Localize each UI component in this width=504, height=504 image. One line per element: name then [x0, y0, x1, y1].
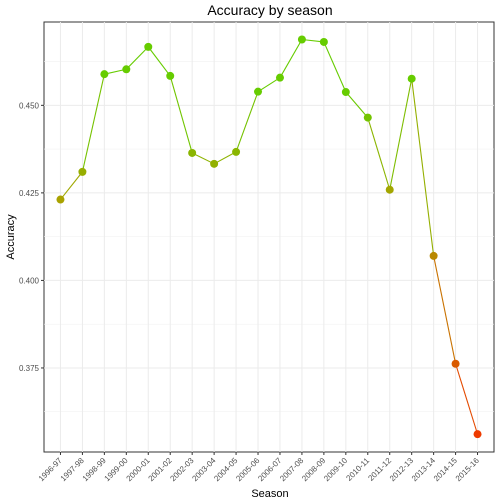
data-point [429, 251, 438, 260]
line-segment [125, 46, 149, 70]
minor-gridlines [44, 61, 494, 413]
data-point [188, 148, 197, 157]
line-segment [323, 41, 347, 93]
y-tick-label: 0.425 [19, 189, 40, 198]
data-point [341, 88, 350, 97]
line-segment [367, 117, 391, 190]
data-point [451, 359, 460, 368]
line-segment [257, 77, 281, 93]
x-tick-label: 2015-16 [454, 456, 482, 484]
data-point [100, 70, 109, 79]
y-tick-label: 0.450 [19, 101, 40, 110]
data-point [232, 147, 241, 156]
data-point [407, 74, 416, 83]
line-segment [411, 78, 435, 256]
data-point [473, 430, 482, 439]
line-segment [345, 91, 369, 118]
data-point [363, 113, 372, 122]
line-segment [235, 91, 259, 153]
line-segment [147, 46, 171, 77]
data-point [122, 65, 131, 74]
data-point [254, 87, 263, 96]
y-tick-label: 0.375 [19, 364, 40, 373]
data-point [78, 167, 87, 176]
data-point [297, 35, 306, 44]
data-point [385, 185, 394, 194]
x-axis-title: Season [251, 488, 288, 500]
x-tick-label: 2009-10 [322, 456, 350, 484]
data-point [144, 42, 153, 51]
data-point [56, 195, 65, 204]
line-segment [191, 152, 215, 165]
line-segment [433, 255, 457, 364]
data-point [275, 73, 284, 82]
line-segment [81, 74, 105, 172]
plot-panel [43, 21, 495, 453]
major-gridlines [44, 22, 494, 452]
line-segment [60, 171, 83, 200]
line-segment [213, 151, 237, 165]
y-tick-label: 0.400 [19, 276, 40, 285]
line-segment [455, 363, 479, 435]
x-axis: 1996-971997-981998-991999-002000-012001-… [37, 452, 482, 484]
line-segment [389, 78, 413, 190]
chart-title: Accuracy by season [207, 2, 332, 18]
y-axis: 0.375 0.400 0.425 0.450 [19, 101, 44, 373]
series-points [56, 35, 482, 439]
line-segment [279, 39, 303, 78]
data-point [319, 37, 328, 46]
data-point [166, 71, 175, 80]
data-point [210, 159, 219, 168]
y-axis-title: Accuracy [5, 214, 17, 260]
line-segment [169, 75, 193, 154]
